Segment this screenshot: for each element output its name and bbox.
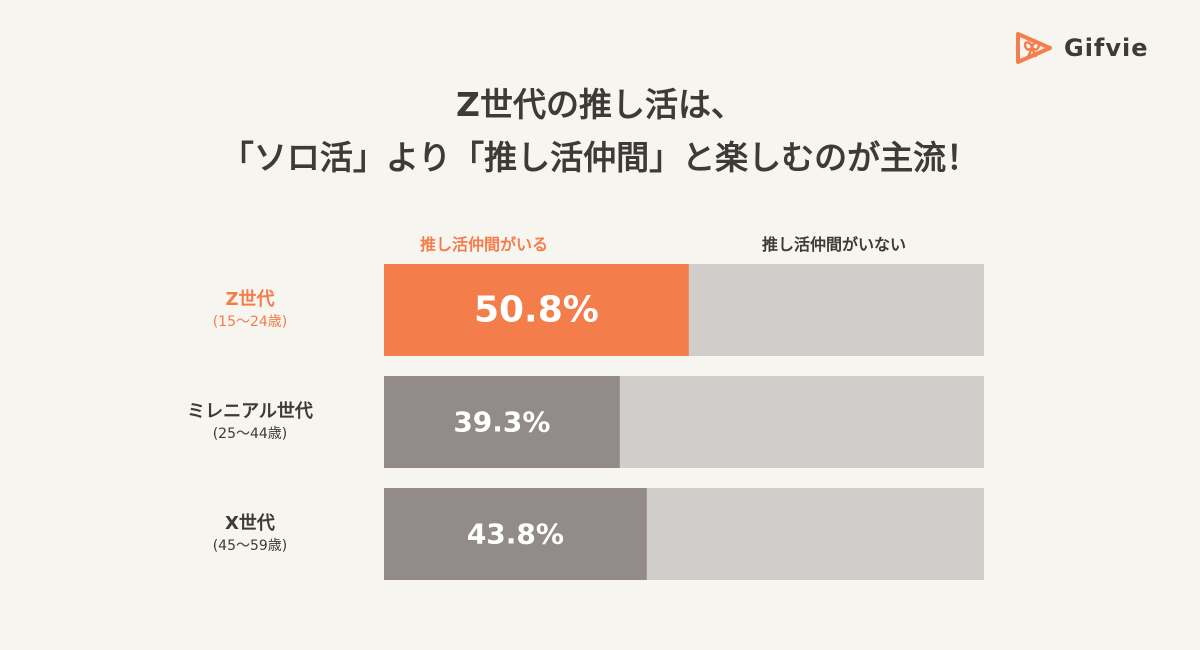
bar-value-label: 50.8% [474, 290, 599, 331]
bar-value-label: 43.8% [467, 518, 564, 551]
category-label-gen-x: X世代 (45〜59歳) [150, 512, 350, 556]
gift-play-icon [1016, 32, 1052, 64]
category-age-range: (25〜44歳) [212, 426, 288, 442]
brand-logo: Gifvie [1012, 28, 1149, 68]
page-title: Z世代の推し活は、 「ソロ活」より「推し活仲間」と楽しむのが主流！ [0, 78, 1200, 184]
title-line-1: Z世代の推し活は、 [456, 85, 744, 124]
category-age-range: (45〜59歳) [212, 538, 288, 554]
category-name: ミレニアル世代 [187, 401, 313, 422]
bar-value-label: 39.3% [453, 406, 550, 439]
category-label-millennial: ミレニアル世代 (25〜44歳) [150, 400, 350, 444]
legend-item-with-companions: 推し活仲間がいる [419, 235, 548, 254]
category-label-gen-z: Z世代 (15〜24歳) [150, 288, 350, 332]
legend-item-without-companions: 推し活仲間がいない [761, 235, 906, 254]
category-age-range: (15〜24歳) [212, 314, 288, 330]
bar-value [384, 488, 647, 580]
category-name: Z世代 [225, 289, 275, 310]
bar-value [384, 264, 689, 356]
bar-value [384, 376, 620, 468]
title-line-2: 「ソロ活」より「推し活仲間」と楽しむのが主流！ [220, 138, 980, 177]
category-name: X世代 [225, 513, 275, 534]
brand-name: Gifvie [1064, 34, 1149, 62]
